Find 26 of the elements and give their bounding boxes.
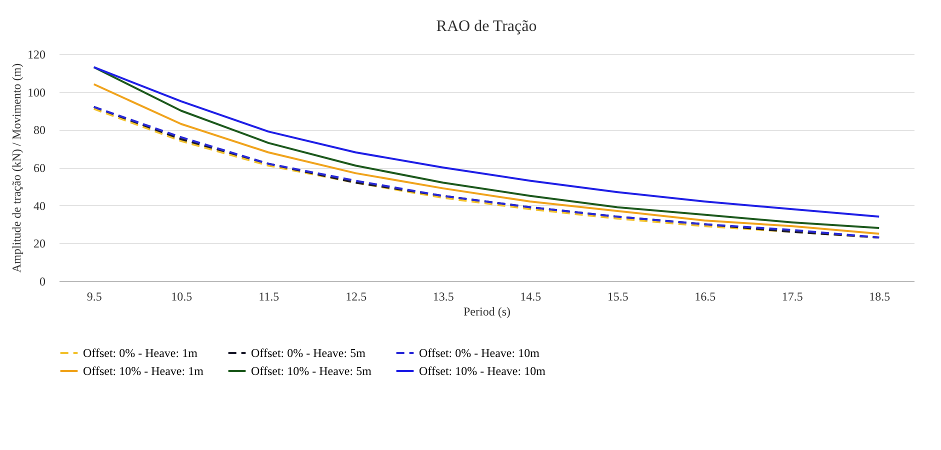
legend-label: Offset: 0% - Heave: 10m	[419, 346, 540, 360]
y-tick-label: 20	[34, 236, 46, 251]
y-tick-label: 120	[28, 48, 46, 62]
legend-label: Offset: 10% - Heave: 1m	[83, 364, 204, 378]
y-tick-label: 80	[34, 123, 46, 138]
y-axis-title: Amplitude de tração (kN) / Movimento (m)	[10, 63, 24, 273]
x-tick-label: 18.5	[869, 290, 890, 304]
y-tick-label: 100	[28, 85, 46, 100]
y-tick-label: 60	[34, 161, 46, 175]
y-tick-label: 0	[40, 274, 46, 288]
x-tick-label: 15.5	[607, 290, 628, 304]
x-tick-label: 14.5	[520, 290, 542, 304]
x-tick-label: 10.5	[171, 290, 192, 304]
x-tick-label: 12.5	[346, 290, 367, 304]
chart-title: RAO de Tração	[436, 18, 537, 35]
x-tick-label: 13.5	[432, 290, 454, 304]
x-tick-label: 9.5	[86, 290, 102, 304]
y-tick-label: 40	[34, 198, 46, 213]
x-axis-title: Period (s)	[464, 304, 510, 318]
legend-label: Offset: 0% - Heave: 5m	[251, 346, 366, 360]
legend-label: Offset: 10% - Heave: 5m	[251, 364, 372, 378]
x-tick-label: 16.5	[694, 290, 716, 304]
x-tick-label: 11.5	[258, 290, 280, 304]
x-tick-label: 17.5	[782, 290, 803, 304]
legend-label: Offset: 10% - Heave: 10m	[419, 364, 546, 378]
legend-label: Offset: 0% - Heave: 1m	[83, 346, 198, 360]
